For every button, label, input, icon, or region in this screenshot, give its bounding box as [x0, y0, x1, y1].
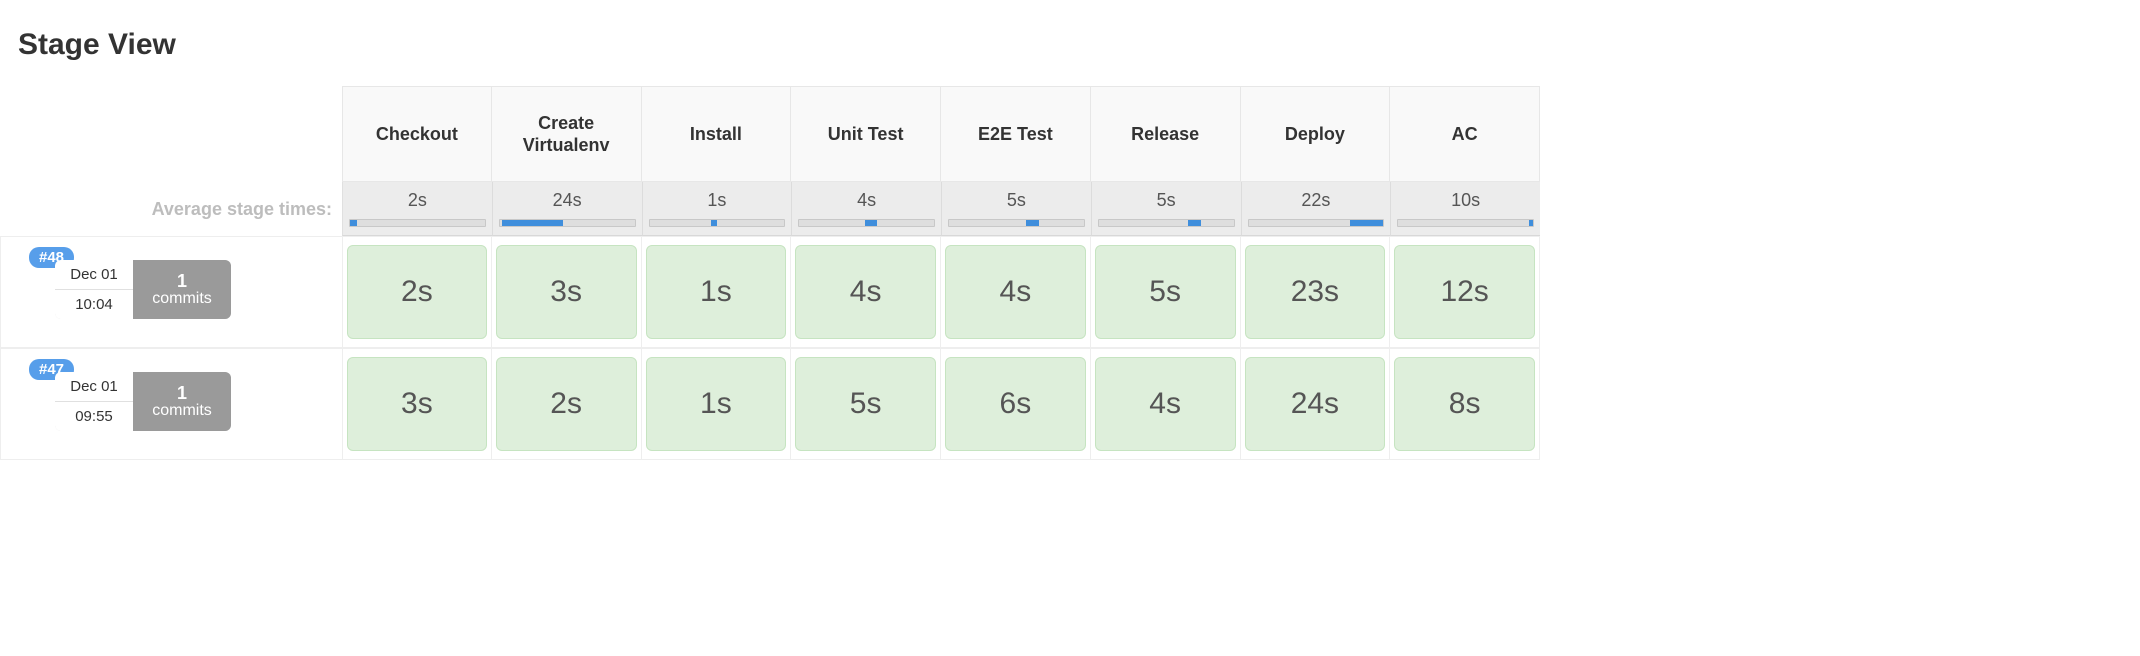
stage-cell[interactable]: 4s [795, 245, 936, 339]
commit-label: commits [152, 290, 212, 308]
stage-cell[interactable]: 1s [646, 357, 787, 451]
average-time: 4s [792, 190, 941, 219]
stage-header: Install [642, 86, 792, 182]
stage-cell-wrap: 24s [1241, 348, 1391, 460]
avg-bar-fill [502, 220, 563, 226]
avg-bar-track [649, 219, 786, 227]
stage-grid: CheckoutCreate VirtualenvInstallUnit Tes… [0, 86, 1540, 460]
avg-bar-track [1248, 219, 1385, 227]
stage-header: Create Virtualenv [492, 86, 642, 182]
build-time: 10:04 [55, 290, 133, 319]
average-cell: 4s [791, 182, 941, 236]
average-time: 22s [1242, 190, 1391, 219]
average-cell: 22s [1241, 182, 1391, 236]
stage-header: Checkout [342, 86, 492, 182]
stage-cell-wrap: 12s [1390, 236, 1540, 348]
stage-header: Deploy [1241, 86, 1391, 182]
stage-cell[interactable]: 3s [347, 357, 487, 451]
stage-cell-wrap: 6s [941, 348, 1091, 460]
average-cell: 5s [941, 182, 1091, 236]
avg-bar-fill [865, 220, 877, 226]
stage-cell-wrap: 4s [1091, 348, 1241, 460]
avg-bar-fill [1026, 220, 1039, 226]
build-box: Dec 0110:041commits [55, 260, 231, 319]
average-cell: 5s [1091, 182, 1241, 236]
stage-cell[interactable]: 2s [347, 245, 487, 339]
average-cell: 1s [642, 182, 792, 236]
average-time: 24s [493, 190, 642, 219]
stage-cell[interactable]: 12s [1394, 245, 1535, 339]
avg-bar-track [349, 219, 486, 227]
stage-cell-wrap: 2s [342, 236, 492, 348]
average-time: 1s [643, 190, 792, 219]
stage-cell[interactable]: 8s [1394, 357, 1535, 451]
build-datetime: Dec 0110:04 [55, 260, 133, 319]
stage-header: Unit Test [791, 86, 941, 182]
commit-label: commits [152, 402, 212, 420]
avg-bar-fill [1350, 220, 1384, 226]
avg-bar-track [499, 219, 636, 227]
avg-bar-track [948, 219, 1085, 227]
stage-cell-wrap: 4s [941, 236, 1091, 348]
stage-cell-wrap: 3s [492, 236, 642, 348]
build-date: Dec 01 [55, 372, 133, 402]
average-time: 5s [1092, 190, 1241, 219]
build-commits[interactable]: 1commits [133, 260, 231, 319]
build-commits[interactable]: 1commits [133, 372, 231, 431]
average-cell: 2s [342, 182, 492, 236]
stage-header: E2E Test [941, 86, 1091, 182]
stage-cell-wrap: 5s [1091, 236, 1241, 348]
stage-cell-wrap: 3s [342, 348, 492, 460]
stage-header: Release [1091, 86, 1241, 182]
build-datetime: Dec 0109:55 [55, 372, 133, 431]
stage-cell[interactable]: 5s [795, 357, 936, 451]
stage-cell[interactable]: 24s [1245, 357, 1386, 451]
stage-cell[interactable]: 6s [945, 357, 1086, 451]
build-box: Dec 0109:551commits [55, 372, 231, 431]
header-empty [0, 86, 342, 182]
stage-cell-wrap: 1s [642, 236, 792, 348]
stage-cell-wrap: 5s [791, 348, 941, 460]
commit-count: 1 [177, 384, 187, 402]
build-date: Dec 01 [55, 260, 133, 290]
average-cell: 10s [1390, 182, 1540, 236]
avg-bar-fill [1529, 220, 1533, 226]
avg-bar-track [1098, 219, 1235, 227]
average-time: 10s [1391, 190, 1540, 219]
stage-cell-wrap: 23s [1241, 236, 1391, 348]
stage-cell[interactable]: 2s [496, 357, 637, 451]
avg-bar-fill [350, 220, 357, 226]
avg-bar-track [1397, 219, 1534, 227]
stage-cell[interactable]: 3s [496, 245, 637, 339]
stage-cell-wrap: 8s [1390, 348, 1540, 460]
build-time: 09:55 [55, 402, 133, 431]
stage-cell[interactable]: 5s [1095, 245, 1236, 339]
page-title: Stage View [18, 28, 2140, 62]
stage-cell-wrap: 1s [642, 348, 792, 460]
average-label: Average stage times: [0, 182, 342, 236]
average-cell: 24s [492, 182, 642, 236]
average-time: 5s [942, 190, 1091, 219]
build-info[interactable]: #47Dec 0109:551commits [0, 348, 342, 460]
avg-bar-track [798, 219, 935, 227]
average-time: 2s [343, 190, 492, 219]
stage-cell-wrap: 4s [791, 236, 941, 348]
avg-bar-fill [711, 220, 716, 226]
avg-bar-fill [1188, 220, 1201, 226]
stage-cell[interactable]: 23s [1245, 245, 1386, 339]
commit-count: 1 [177, 272, 187, 290]
build-info[interactable]: #48Dec 0110:041commits [0, 236, 342, 348]
stage-cell[interactable]: 1s [646, 245, 787, 339]
stage-cell[interactable]: 4s [945, 245, 1086, 339]
stage-cell-wrap: 2s [492, 348, 642, 460]
stage-header: AC [1390, 86, 1540, 182]
stage-cell[interactable]: 4s [1095, 357, 1236, 451]
